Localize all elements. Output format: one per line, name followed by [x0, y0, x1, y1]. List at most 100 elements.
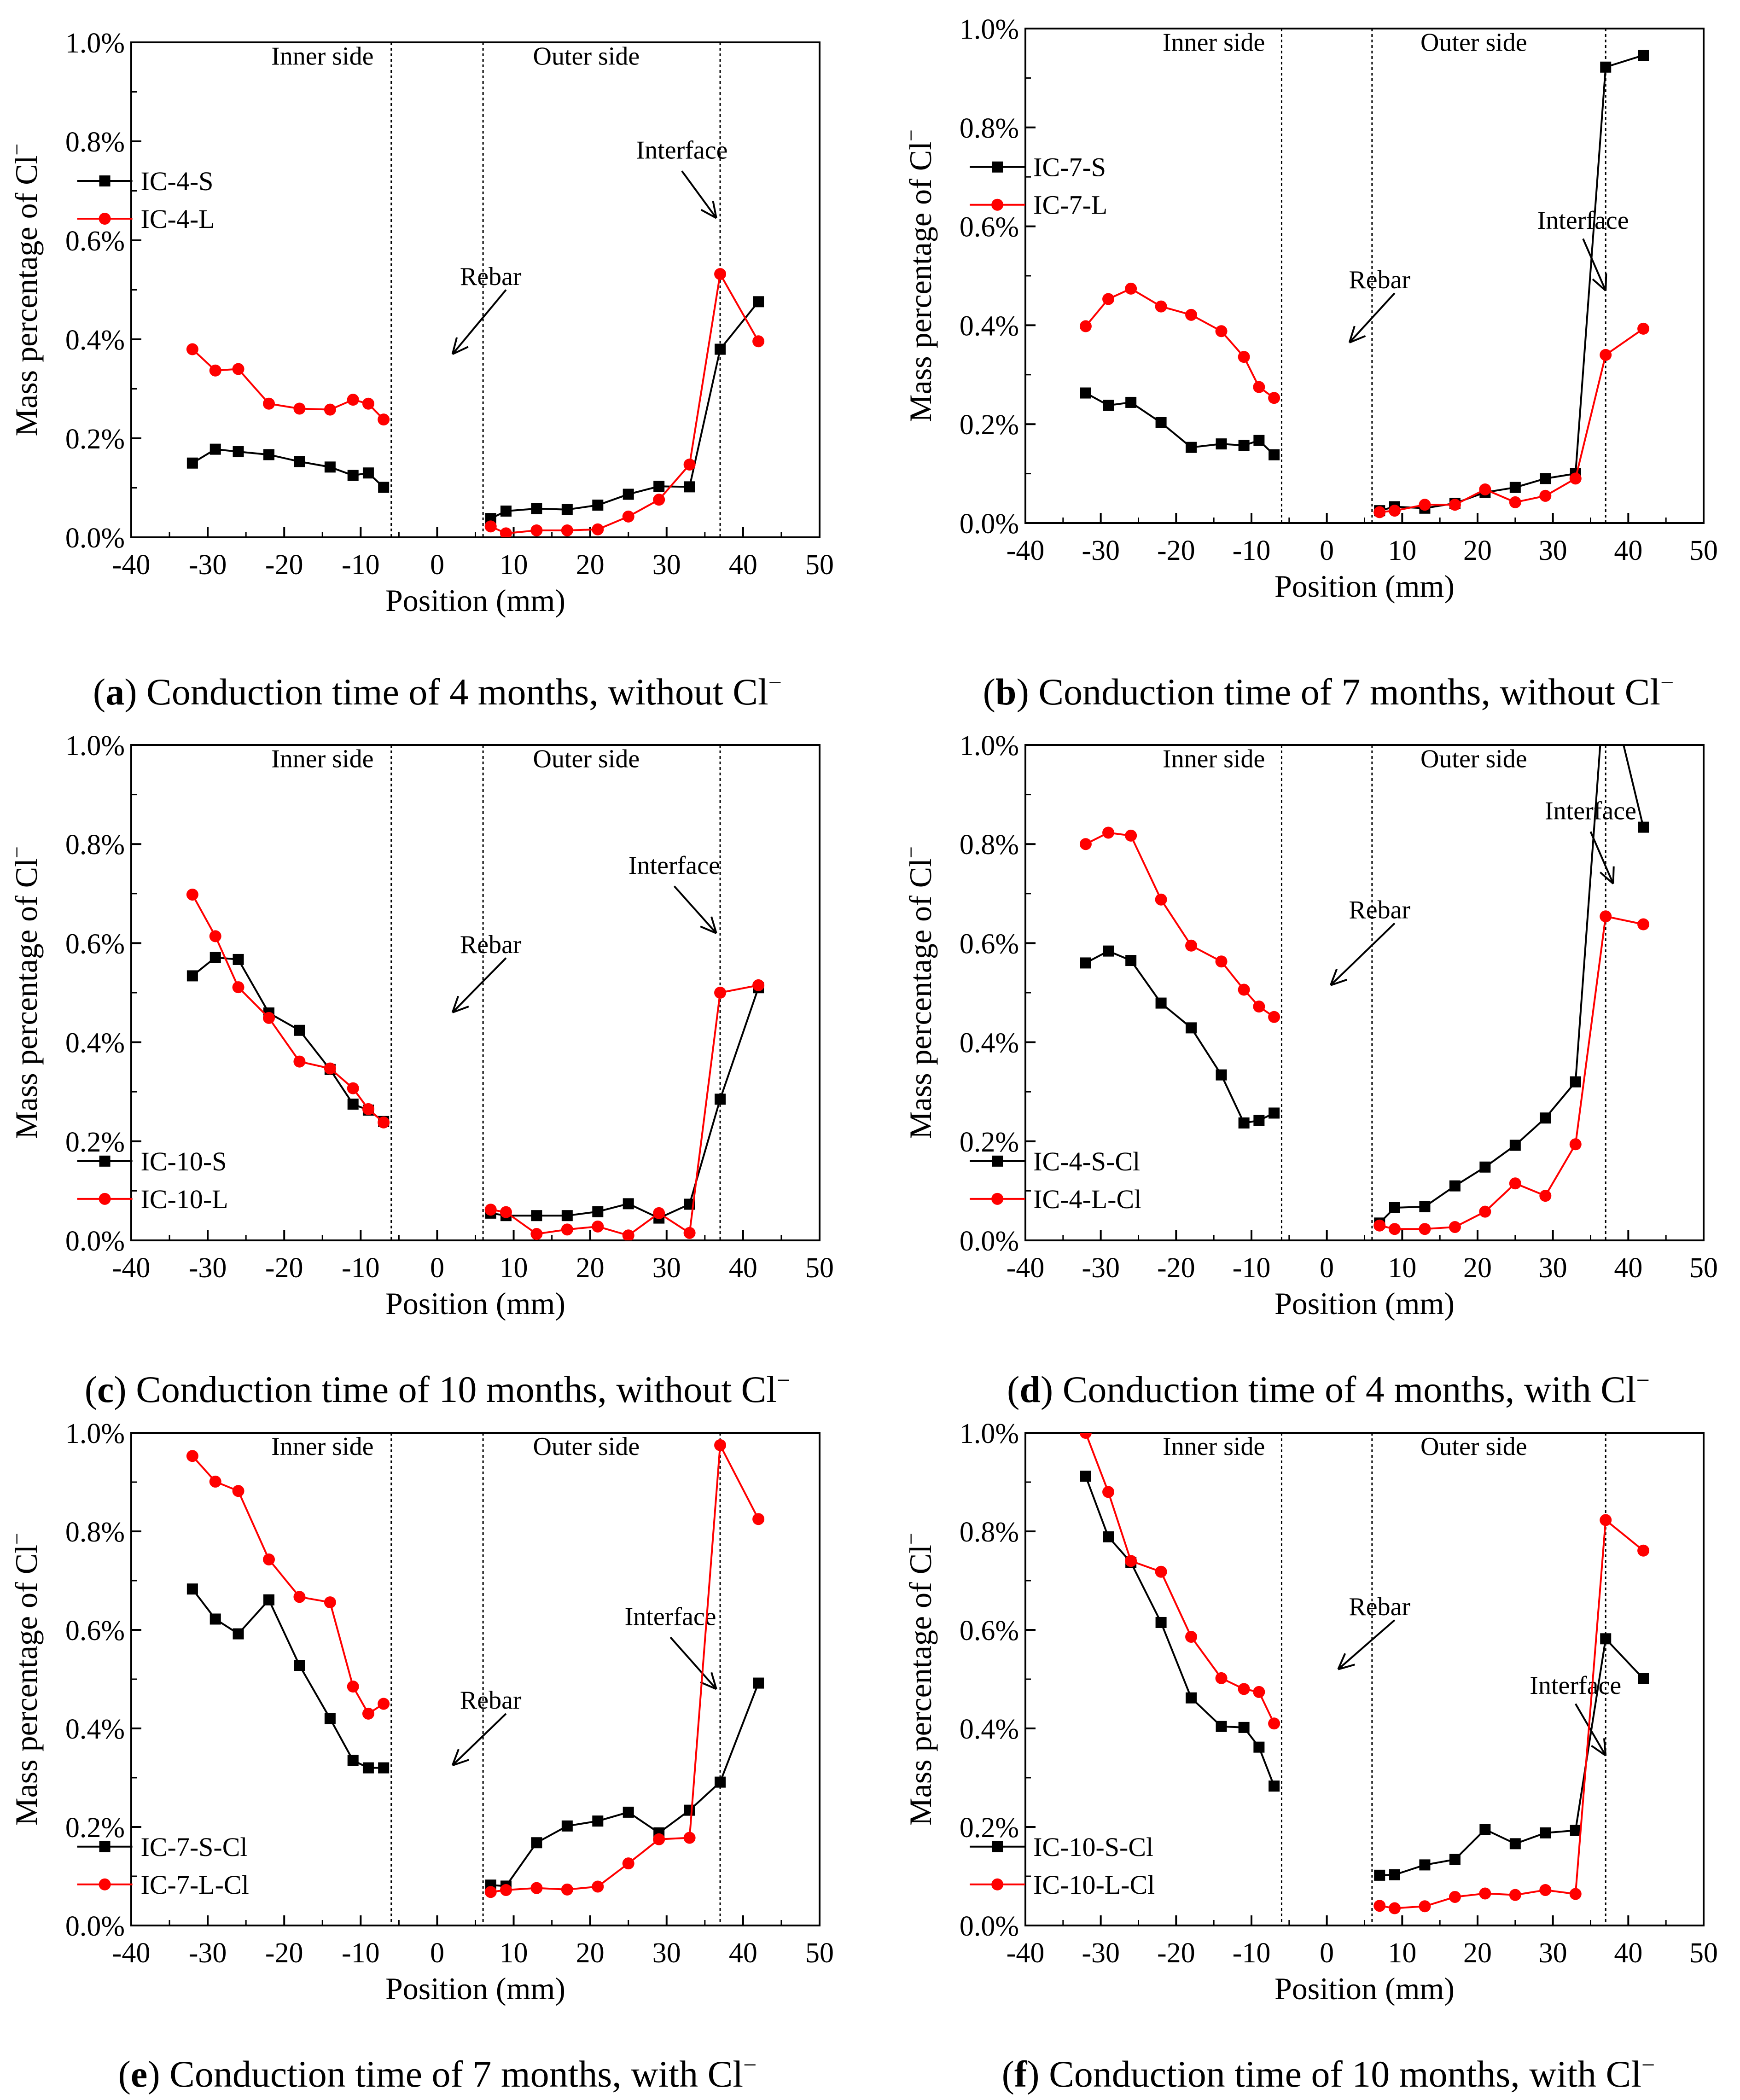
- data-point-square: [1216, 1721, 1227, 1732]
- data-point-circle: [752, 979, 765, 991]
- y-tick-label: 0.6%: [960, 1615, 1019, 1646]
- data-point-circle: [1509, 1889, 1521, 1901]
- data-point-circle: [263, 1012, 275, 1024]
- caption-open-paren: (: [93, 671, 105, 713]
- caption-letter: a: [105, 671, 124, 713]
- data-point-circle: [653, 1833, 665, 1845]
- data-point-square: [623, 1198, 634, 1210]
- data-point-square: [1080, 957, 1091, 969]
- legend-entry: IC-4-L: [141, 204, 215, 234]
- x-axis-label: Position (mm): [385, 1286, 565, 1321]
- y-tick-label: 0.2%: [960, 1812, 1019, 1844]
- outer-side-label: Outer side: [1420, 745, 1527, 773]
- rebar-label: Rebar: [460, 1686, 522, 1715]
- data-point-square: [1125, 396, 1137, 408]
- series-line-1-outer: [1379, 1636, 1644, 1876]
- y-tick-label: 0.4%: [960, 1714, 1019, 1745]
- data-point-circle: [622, 510, 634, 523]
- data-point-square: [347, 1755, 359, 1766]
- data-point-square: [1600, 1633, 1612, 1645]
- data-point-square: [684, 481, 695, 493]
- series-line-2-outer: [490, 1442, 759, 1893]
- data-point-square: [294, 1660, 305, 1671]
- interface-arrow: [1582, 238, 1607, 291]
- data-point-square: [1253, 1741, 1265, 1753]
- data-point-square: [1238, 1117, 1250, 1129]
- y-tick-label: 1.0%: [960, 1418, 1019, 1449]
- data-point-circle: [683, 1227, 696, 1239]
- data-point-square: [1216, 438, 1227, 450]
- x-tick-label: 40: [729, 1937, 757, 1969]
- data-series-group: [186, 888, 765, 1240]
- rebar-arrow-head: [1337, 1653, 1355, 1670]
- data-point-square: [1570, 1825, 1581, 1836]
- legend-entry: IC-4-S-Cl: [1033, 1146, 1140, 1176]
- data-point-circle: [378, 1698, 390, 1710]
- x-tick-label: 30: [1539, 1937, 1567, 1969]
- interface-label: Interface: [1537, 206, 1629, 235]
- data-point-circle: [1388, 1902, 1401, 1914]
- data-point-circle: [1155, 893, 1167, 906]
- x-axis-label: Position (mm): [1274, 569, 1455, 604]
- x-tick-label: -20: [1157, 1937, 1195, 1969]
- legend: IC-4-S IC-4-L: [77, 166, 215, 234]
- data-point-circle: [1125, 282, 1137, 295]
- y-tick-label: 0.4%: [960, 310, 1019, 342]
- x-tick-label: -10: [342, 549, 380, 581]
- legend-entry: IC-7-S-Cl: [141, 1832, 248, 1862]
- legend-entry: IC-10-L: [141, 1184, 228, 1214]
- y-tick-label: 0.8%: [65, 829, 125, 861]
- series-line-1-inner: [192, 1588, 384, 1769]
- y-tick-label: 0.6%: [960, 928, 1019, 960]
- data-point-circle: [1600, 910, 1612, 923]
- data-point-square: [531, 1837, 542, 1849]
- legend-marker: [99, 213, 111, 225]
- x-tick-label: 0: [430, 1937, 444, 1969]
- x-tick-label: -30: [1082, 1252, 1120, 1284]
- y-axis-label-superscript: −: [899, 129, 923, 141]
- data-point-square: [1509, 482, 1521, 493]
- data-point-circle: [1419, 499, 1431, 511]
- chart-panel-b: -40 -30 -20 -10 0 10 20 30 40 50 0.0% 0.2% 0.4% 0.6% 0…: [899, 14, 1718, 713]
- caption-close-paren: ): [114, 1368, 136, 1410]
- data-point-circle: [1215, 1672, 1228, 1684]
- data-point-circle: [1238, 1683, 1250, 1695]
- series-line-2-outer: [490, 271, 759, 535]
- x-tick-label: 50: [805, 1937, 834, 1969]
- data-point-circle: [683, 1832, 696, 1844]
- data-point-circle: [1102, 1486, 1115, 1498]
- data-point-square: [263, 449, 274, 460]
- data-point-square: [592, 1815, 604, 1827]
- data-point-circle: [1185, 1630, 1198, 1643]
- data-point-circle: [1125, 1555, 1137, 1567]
- legend-entry: IC-7-L-Cl: [141, 1870, 249, 1900]
- y-tick-label: 1.0%: [960, 730, 1019, 762]
- x-tick-label: -30: [1082, 535, 1120, 566]
- data-point-circle: [1539, 1884, 1552, 1896]
- x-tick-label: 30: [652, 1937, 681, 1969]
- rebar-arrow-head: [451, 995, 469, 1013]
- x-tick-label: 0: [1320, 1937, 1334, 1969]
- data-point-square: [1419, 1201, 1431, 1212]
- data-point-circle: [1569, 1138, 1582, 1151]
- legend-entry: IC-4-L-Cl: [1033, 1184, 1141, 1214]
- caption-superscript: −: [777, 1367, 790, 1394]
- data-point-circle: [362, 1707, 374, 1720]
- inner-side-label: Inner side: [1163, 745, 1265, 773]
- data-point-circle: [1449, 499, 1461, 511]
- chart-panel-a: -40 -30 -20 -10 0 10 20 30 40 50 0.0% 0.2% 0.4% 0.6% 0…: [5, 28, 834, 713]
- data-point-square: [1389, 1869, 1400, 1880]
- y-axis-label-text: Mass percentage of Cl: [903, 1545, 938, 1826]
- data-point-square: [294, 1024, 305, 1036]
- data-point-square: [561, 1820, 573, 1832]
- interface-arrow-shaft: [673, 885, 717, 934]
- interface-arrow-head: [700, 1672, 717, 1690]
- data-point-square: [186, 1583, 198, 1595]
- chart-panel-d: -40 -30 -20 -10 0 10 20 30 40 50 0.0% 0.2% 0.4% 0.6% 0…: [899, 730, 1718, 1410]
- data-point-square: [753, 296, 764, 308]
- data-point-square: [362, 467, 374, 479]
- data-point-square: [209, 952, 221, 963]
- data-point-circle: [484, 1886, 497, 1898]
- data-point-square: [294, 456, 305, 467]
